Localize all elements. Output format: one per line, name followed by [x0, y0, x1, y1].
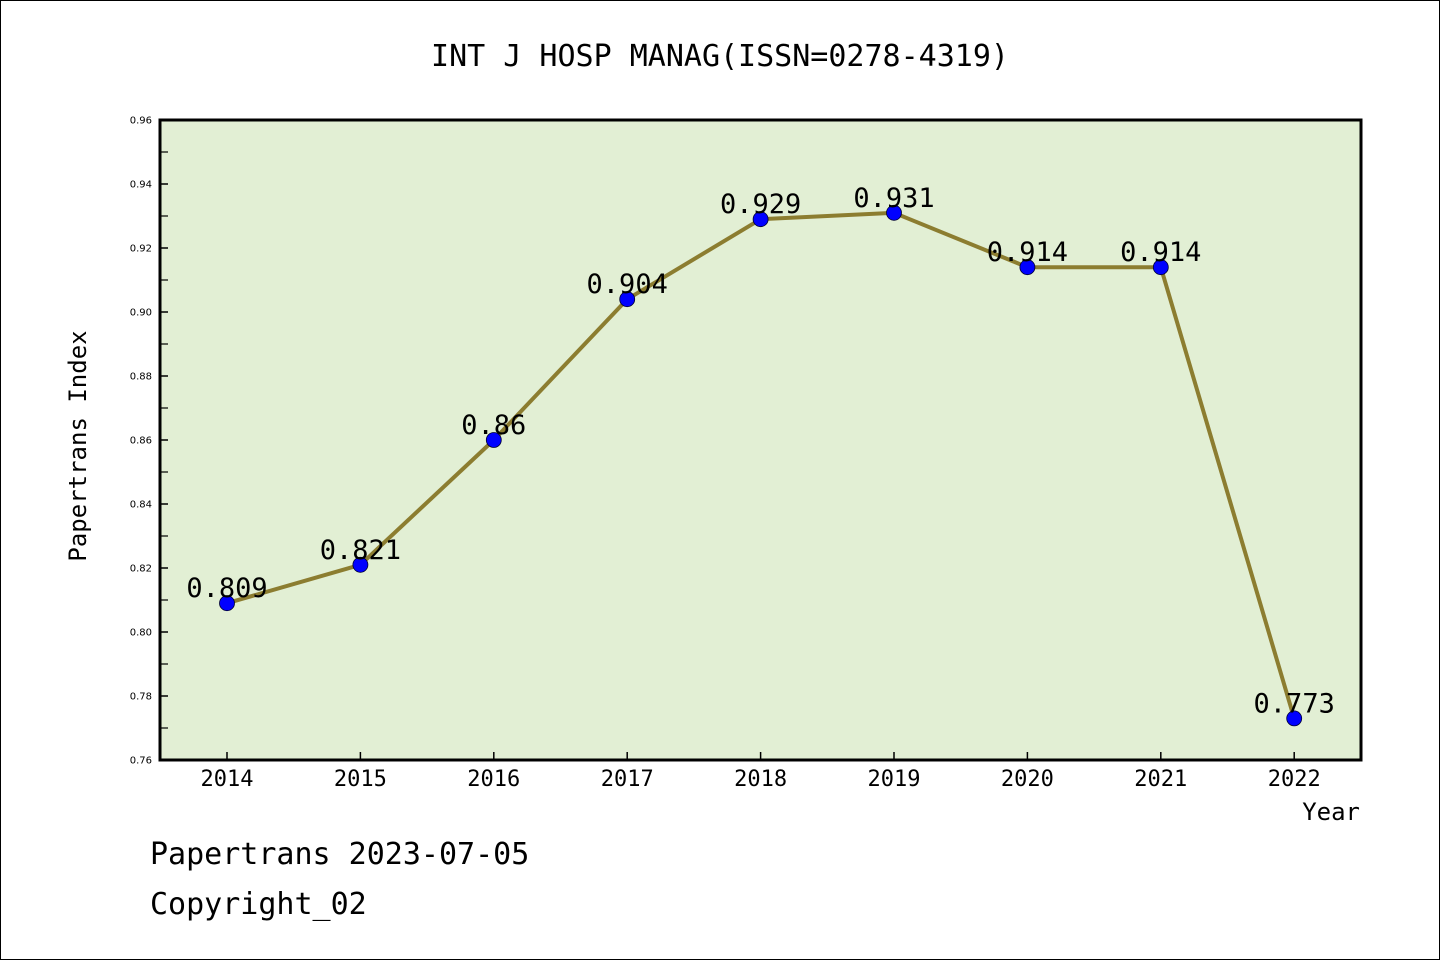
- chart-title: INT J HOSP MANAG(ISSN=0278-4319): [431, 39, 1009, 74]
- x-tick-label: 2021: [1134, 767, 1187, 792]
- data-label: 0.773: [1254, 688, 1335, 719]
- data-label: 0.914: [1120, 237, 1201, 268]
- data-point: [219, 595, 235, 612]
- data-point: [1286, 710, 1303, 727]
- x-tick-label: 2020: [1001, 767, 1054, 792]
- y-tick-label: 0.88: [130, 372, 152, 383]
- y-tick-label: 0.94: [130, 180, 152, 191]
- y-tick-label: 0.96: [130, 116, 152, 127]
- y-axis-ticks: 0.76 0.78 0.80 0.82 0.84 0.86 0.88 0.90 0.92 0.94…: [130, 116, 168, 767]
- y-axis-label: Papertrans Index: [64, 330, 92, 561]
- x-tick-label: 2016: [467, 767, 520, 792]
- data-label: 0.821: [320, 535, 401, 566]
- x-tick-label: 2022: [1268, 767, 1321, 792]
- x-tick-label: 2019: [868, 767, 921, 792]
- data-point: [886, 204, 902, 221]
- data-label: 0.931: [853, 183, 934, 214]
- data-point: [619, 291, 636, 308]
- x-tick-label: 2014: [201, 767, 254, 792]
- y-tick-label: 0.78: [130, 692, 152, 703]
- data-label: 0.929: [720, 189, 801, 220]
- data-label: 0.809: [186, 573, 267, 604]
- data-point: [352, 556, 369, 573]
- x-axis-ticks: 2014 2015 2016 2017 2018 2019 2020 2021 2022: [201, 752, 1321, 792]
- data-point: [1152, 259, 1169, 276]
- y-tick-label: 0.76: [130, 756, 152, 767]
- x-tick-label: 2017: [601, 767, 654, 792]
- y-tick-label: 0.84: [130, 500, 152, 511]
- data-point: [752, 211, 769, 228]
- x-tick-label: 2018: [734, 767, 787, 792]
- x-tick-label: 2015: [334, 767, 387, 792]
- data-label: 0.904: [587, 269, 668, 300]
- data-label: 0.914: [987, 237, 1068, 268]
- data-labels: 0.809 0.821 0.86 0.904 0.929 0.931 0.914 0.914 0…: [186, 183, 1334, 720]
- x-axis-label: Year: [1302, 798, 1360, 826]
- y-tick-label: 0.82: [130, 564, 152, 575]
- data-label: 0.86: [461, 410, 526, 441]
- series-line: [219, 204, 1303, 727]
- data-point: [1019, 259, 1036, 276]
- y-tick-label: 0.80: [130, 628, 152, 639]
- data-point: [485, 432, 502, 448]
- footer-source: Papertrans 2023-07-05: [150, 837, 529, 872]
- y-tick-label: 0.90: [130, 308, 152, 319]
- y-tick-label: 0.92: [130, 244, 152, 255]
- footer-copyright: Copyright_02: [150, 887, 367, 922]
- y-tick-label: 0.86: [130, 436, 152, 447]
